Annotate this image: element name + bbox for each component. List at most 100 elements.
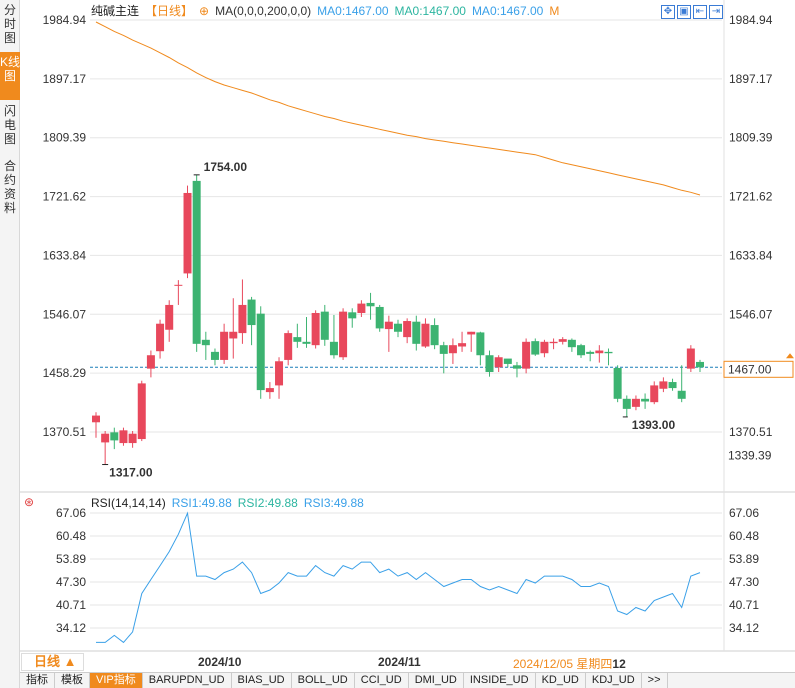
price-tick-right: 1809.39 [729, 131, 773, 145]
candle-body [357, 303, 366, 313]
indicator-tab-5[interactable]: BOLL_UD [292, 673, 355, 688]
candle-body [586, 351, 595, 354]
cursor-date: 2024/12/05 星期四 [513, 657, 613, 671]
price-tick-left: 1897.17 [43, 72, 87, 86]
low-price-marker: 1317.00 [109, 466, 153, 480]
candle-body [339, 311, 348, 358]
price-tick-left: 1546.07 [43, 307, 87, 321]
candle-body [192, 180, 201, 344]
period-label: 【日线】 [145, 4, 194, 18]
candle-body [238, 304, 247, 334]
candle-body [467, 331, 476, 335]
candle-body [622, 398, 631, 409]
candle-body [641, 398, 650, 402]
candle-body [522, 341, 531, 369]
candle-body [119, 430, 128, 444]
indicator-tab-0[interactable]: 指标 [20, 673, 55, 688]
current-price-label: 1467.00 [728, 362, 772, 376]
ma-value-1: MA0:1467.00 [317, 4, 389, 18]
candle-body [265, 388, 274, 393]
candle-body [220, 331, 229, 360]
candle-body [101, 433, 110, 443]
ma-params[interactable]: MA(0,0,0,200,0,0) [215, 4, 312, 18]
rsi-tick-left: 40.71 [56, 598, 86, 612]
move-left-icon[interactable]: ⇤ [693, 5, 707, 19]
tab-time-sharing[interactable]: 分时图 [0, 0, 20, 51]
indicator-tab-bar: 指标 模板 VIP指标 BARUPDN_UD BIAS_UD BOLL_UD CCI_UD D… [20, 672, 795, 688]
candle-body [631, 398, 640, 407]
indicator-tab-2[interactable]: VIP指标 [90, 673, 143, 688]
candle-body [366, 302, 375, 307]
candle-body [458, 343, 467, 347]
tab-label: 合约资料 [3, 159, 16, 215]
candle-body [110, 432, 119, 441]
candle-body [531, 341, 540, 355]
period-selector[interactable]: 日线 ▲ [21, 653, 84, 671]
tab-contract-info[interactable]: 合约资料 [0, 156, 20, 216]
rsi-panel-header: RSI(14,14,14) RSI1:49.88 RSI2:49.88 RSI3:49… [91, 496, 370, 510]
tab-label: K线图 [0, 55, 21, 83]
indicator-tab-6[interactable]: CCI_UD [355, 673, 409, 688]
zoom-in-icon[interactable]: ✥ [661, 5, 675, 19]
indicator-tab-9[interactable]: KD_UD [536, 673, 586, 688]
candle-body [696, 361, 704, 368]
candle-body [320, 311, 329, 340]
candle-body [668, 382, 677, 389]
indicator-tab-10[interactable]: KDJ_UD [586, 673, 642, 688]
current-price-box [723, 360, 794, 378]
candle-body [549, 341, 558, 344]
tab-lightning[interactable]: 闪电图 [0, 101, 20, 155]
ma-line [95, 21, 701, 196]
indicator-tab-11[interactable]: >> [642, 673, 668, 688]
current-price-arrow [786, 353, 794, 359]
candle-body [476, 332, 485, 356]
price-tick-left: 1721.62 [43, 190, 87, 204]
crosshair-icon[interactable]: ⊛ [23, 495, 35, 509]
indicator-tab-3[interactable]: BARUPDN_UD [143, 673, 232, 688]
candle-body [540, 341, 549, 354]
candle-body [329, 341, 338, 356]
indicator-tab-4[interactable]: BIAS_UD [232, 673, 292, 688]
indicator-tab-1[interactable]: 模板 [55, 673, 90, 688]
candle-body [394, 323, 402, 332]
indicator-tab-8[interactable]: INSIDE_UD [464, 673, 536, 688]
candle-body [146, 355, 155, 369]
rsi-tick-right: 34.12 [729, 621, 759, 635]
candle-body [174, 284, 183, 286]
candle-body [503, 358, 512, 364]
price-tick-right: 1370.51 [729, 425, 773, 439]
candle-body [284, 333, 293, 360]
indicator-tab-7[interactable]: DMI_UD [409, 673, 464, 688]
zoom-out-icon[interactable]: ▣ [677, 5, 691, 19]
price-low-bound: 1339.39 [728, 448, 772, 462]
rsi-tick-right: 53.89 [729, 552, 759, 566]
ma-value-2: MA0:1467.00 [394, 4, 466, 18]
rsi-tick-left: 60.48 [56, 529, 86, 543]
candle-body [577, 345, 586, 356]
candle-body [302, 341, 311, 344]
price-tick-left: 1633.84 [43, 248, 87, 262]
price-tick-right: 1633.84 [729, 248, 773, 262]
cursor-date-tail: 12 [612, 657, 626, 671]
tab-label: 闪电图 [3, 104, 16, 146]
tab-kline[interactable]: K线图 [0, 52, 20, 100]
candle-body [229, 331, 238, 339]
candle-body [165, 304, 174, 330]
high-price-marker: 1754.00 [204, 160, 248, 174]
rsi-tick-left: 53.89 [56, 552, 86, 566]
candle-body [430, 325, 439, 346]
candle-body [567, 339, 576, 348]
rsi-tick-left: 67.06 [56, 506, 86, 520]
left-tab-strip: 分时图 K线图 闪电图 合约资料 [0, 0, 20, 688]
tab-label: 分时图 [3, 3, 16, 45]
price-tick-left: 1458.29 [43, 366, 87, 380]
rsi-params[interactable]: RSI(14,14,14) [91, 496, 166, 510]
candle-body [512, 365, 521, 369]
cursor-date-label: 2024/12/05 星期四12 [513, 655, 626, 672]
candle-body [412, 321, 421, 344]
price-tick-right: 1984.94 [729, 13, 773, 27]
move-right-icon[interactable]: ⇥ [709, 5, 723, 19]
candle-body [247, 299, 256, 326]
settings-icon[interactable]: ⊕ [199, 4, 210, 18]
